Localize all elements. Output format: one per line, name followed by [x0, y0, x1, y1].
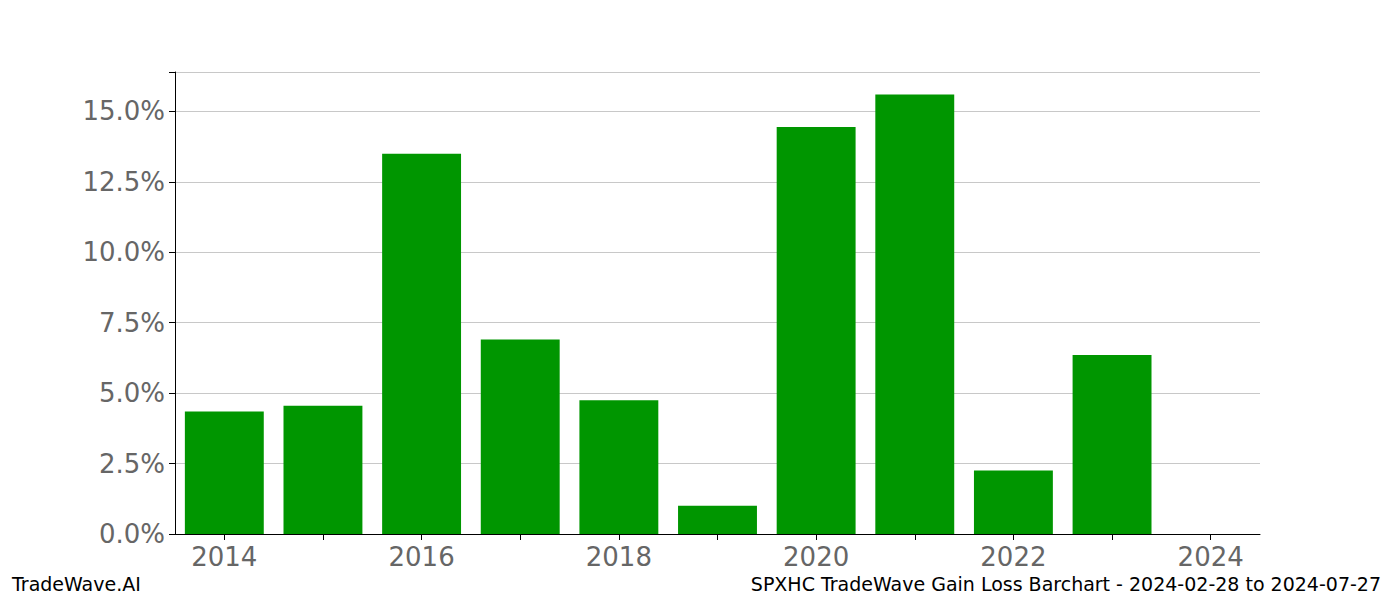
svg-text:2020: 2020 — [783, 542, 849, 572]
svg-text:2022: 2022 — [980, 542, 1046, 572]
svg-text:2016: 2016 — [389, 542, 455, 572]
svg-text:15.0%: 15.0% — [82, 96, 165, 126]
svg-text:10.0%: 10.0% — [82, 237, 165, 267]
svg-text:0.0%: 0.0% — [99, 519, 165, 549]
svg-text:2024: 2024 — [1178, 542, 1244, 572]
svg-text:SPXHC TradeWave Gain Loss Barc: SPXHC TradeWave Gain Loss Barchart - 202… — [751, 573, 1381, 595]
svg-text:12.5%: 12.5% — [82, 167, 165, 197]
svg-text:7.5%: 7.5% — [99, 308, 165, 338]
svg-text:TradeWave.AI: TradeWave.AI — [11, 573, 141, 595]
svg-text:2018: 2018 — [586, 542, 652, 572]
svg-text:5.0%: 5.0% — [99, 378, 165, 408]
svg-text:2.5%: 2.5% — [99, 449, 165, 479]
svg-text:2014: 2014 — [191, 542, 257, 572]
